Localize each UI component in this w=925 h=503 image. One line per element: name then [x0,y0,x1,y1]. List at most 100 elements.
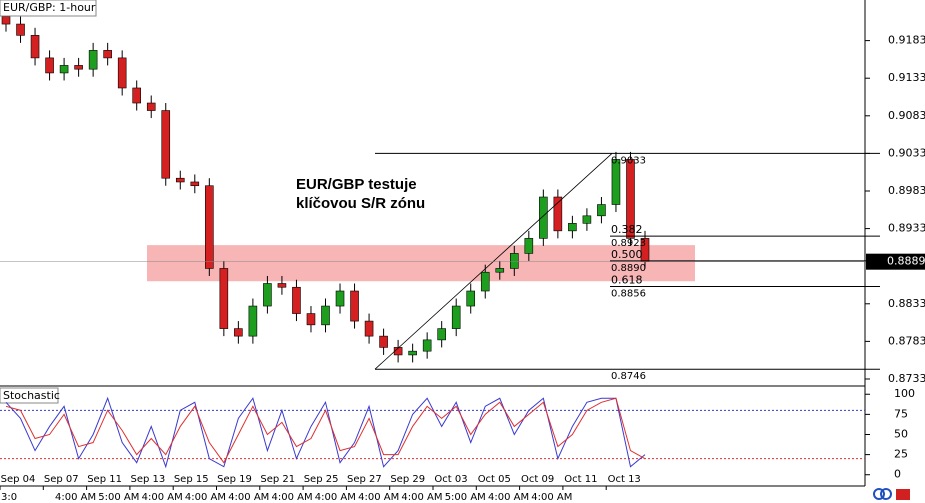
time-label: 4:00 AM [488,492,529,503]
time-label: 4:00 AM [315,492,356,503]
fib-ratio-label: 0.382 [611,223,643,236]
candle-body [88,50,98,70]
candle-body [146,102,156,111]
candle-body [582,215,592,224]
candle-body [379,335,388,348]
candle-body [466,290,476,307]
chart-title: EUR/GBP: 1-hour [3,1,96,14]
icon [880,488,892,500]
candle-body [117,57,127,89]
fib-price-label: 0.8746 [611,371,646,382]
y-tick-label: 0.8933 [888,222,925,235]
time-label: 4:00 AM [401,492,442,503]
candle-body [350,290,359,322]
candle-body [132,87,141,104]
x-tick-label: Sep 19 [217,474,252,485]
candle-body [30,35,40,59]
annotation: EUR/GBP testuje [296,176,417,193]
indicator-title: Stochastic [3,389,60,402]
candle-body [568,223,577,232]
time-label: 4:00 AM [358,492,399,503]
candle-body [539,196,548,239]
candle-body [161,110,171,179]
y-tick-label: 0.8783 [888,334,925,347]
candle-body [190,181,200,187]
x-tick-label: Sep 11 [87,474,122,485]
candle-body [437,328,446,341]
fib-price-label: 0.8923 [611,238,646,249]
fib-price-label: 0.8856 [611,288,646,299]
y-tick-label: 0.9033 [888,146,925,159]
candle-body [480,271,490,292]
icon [873,488,885,500]
candle-body [408,350,417,356]
y-tick-label: 0.9183 [888,34,925,47]
candle-body [306,313,316,326]
fib-ratio-label: 0.618 [611,273,643,286]
x-tick-label: Oct 09 [521,474,554,485]
candle-body [59,65,69,74]
candle-body [248,305,258,337]
y-tick-label: 0.9133 [888,71,925,84]
x-tick-label: Oct 03 [434,474,467,485]
candle-body [393,347,403,356]
candle-body [45,57,54,74]
current-price-label: 0.8889 [887,255,925,268]
x-tick-label: Sep 13 [131,474,166,485]
annotation: klíčovou S/R zónu [296,195,425,212]
stoch-tick-label: 100 [894,387,915,400]
time-label: 4:00 AM [185,492,226,503]
candle-body [277,283,287,288]
x-tick-label: Sep 21 [260,474,295,485]
x-tick-label: Oct 05 [478,474,511,485]
candle-body [510,253,519,269]
candle-body [611,159,621,205]
candle-body [451,305,461,329]
x-tick-label: Sep 07 [44,474,79,485]
time-label: 4:00 AM [272,492,313,503]
candle-body [1,16,11,25]
candle-body [321,305,330,326]
candle-body [219,268,229,329]
stoch-tick-label: 50 [894,427,908,440]
candle-body [553,196,563,232]
x-tick-label: Sep 15 [174,474,209,485]
candle-body [74,65,83,70]
time-label: 4:00 AM [55,492,96,503]
stoch-tick-label: 75 [894,407,908,420]
candle-body [495,268,505,273]
time-label: 4:00 AM [142,492,183,503]
stoch-line [5,397,646,464]
candle-body [292,286,301,314]
time-label: 4:00 AM [228,492,269,503]
sr-zone [147,245,695,282]
candle-body [422,339,432,352]
candle-body [175,177,185,183]
status-icons [873,488,910,500]
fib-ratio-label: 0.500 [611,248,643,261]
x-tick-label: Sep 27 [347,474,382,485]
fib-price-label: 0.8890 [611,263,646,274]
y-tick-label: 0.8983 [888,184,925,197]
candle-body [524,238,534,254]
time-label: 5:00 AM [445,492,486,503]
trendline [374,153,613,370]
candle-body [205,185,214,269]
y-tick-label: 0.8833 [888,297,925,310]
fib-price-label: 0.9033 [611,155,646,166]
stoch-tick-label: 25 [894,448,908,461]
title-box [0,0,97,17]
time-label: 4:00 AM [531,492,572,503]
x-tick-label: Oct 13 [608,474,641,485]
candle-body [103,50,112,59]
candle-body [234,328,243,337]
x-tick-label: Oct 11 [564,474,597,485]
sr-zone-layer [147,245,695,282]
x-tick-label: Sep 25 [304,474,339,485]
y-tick-label: 0.9083 [888,109,925,122]
candle-body [597,204,606,217]
candle-body [335,290,345,307]
x-tick-label: Sep 04 [1,474,36,485]
icon [896,489,910,500]
